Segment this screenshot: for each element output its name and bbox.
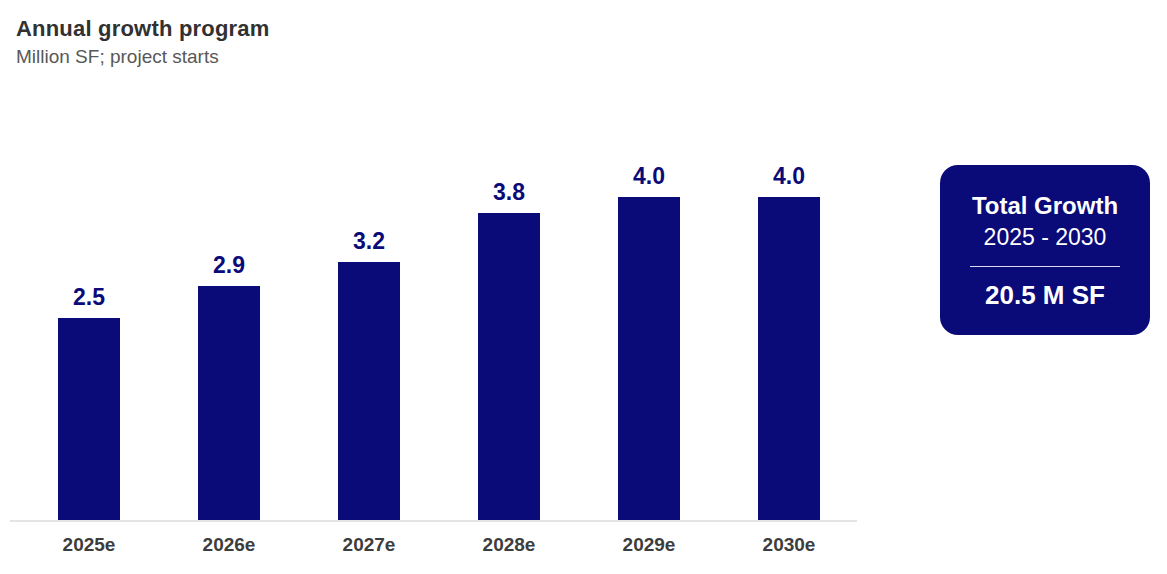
bar-group-2028e: 3.8	[478, 181, 540, 521]
x-axis-line	[10, 520, 857, 522]
summary-card-value: 20.5 M SF	[985, 282, 1105, 308]
bar-group-2025e: 2.5	[58, 286, 120, 521]
chart-title: Annual growth program	[16, 16, 270, 42]
bar-value-label: 2.5	[73, 286, 105, 309]
bar-group-2029e: 4.0	[618, 165, 680, 521]
bar-group-2026e: 2.9	[198, 254, 260, 521]
x-axis-labels: 2025e 2026e 2027e 2028e 2029e 2030e	[58, 534, 820, 556]
summary-card-title: Total Growth	[972, 192, 1118, 221]
bar-group-2030e: 4.0	[758, 165, 820, 521]
bar	[338, 262, 400, 521]
summary-card: Total Growth 2025 - 2030 20.5 M SF	[940, 165, 1150, 335]
bar-value-label: 2.9	[213, 254, 245, 277]
bar-value-label: 3.2	[353, 230, 385, 253]
bars: 2.5 2.9 3.2 3.8 4.0 4.0	[58, 121, 820, 521]
bar	[618, 197, 680, 521]
x-tick-label: 2025e	[58, 534, 120, 556]
x-tick-label: 2029e	[618, 534, 680, 556]
bar	[198, 286, 260, 521]
x-tick-label: 2026e	[198, 534, 260, 556]
x-tick-label: 2030e	[758, 534, 820, 556]
x-tick-label: 2027e	[338, 534, 400, 556]
bar	[758, 197, 820, 521]
summary-card-period: 2025 - 2030	[984, 224, 1107, 252]
bar-value-label: 4.0	[633, 165, 665, 188]
bar-value-label: 4.0	[773, 165, 805, 188]
bar-value-label: 3.8	[493, 181, 525, 204]
x-tick-label: 2028e	[478, 534, 540, 556]
bar	[58, 318, 120, 521]
chart-subtitle: Million SF; project starts	[16, 46, 219, 68]
bar	[478, 213, 540, 521]
bar-group-2027e: 3.2	[338, 230, 400, 521]
summary-card-divider	[970, 266, 1120, 267]
annual-growth-chart: Annual growth program Million SF; projec…	[0, 0, 1167, 574]
